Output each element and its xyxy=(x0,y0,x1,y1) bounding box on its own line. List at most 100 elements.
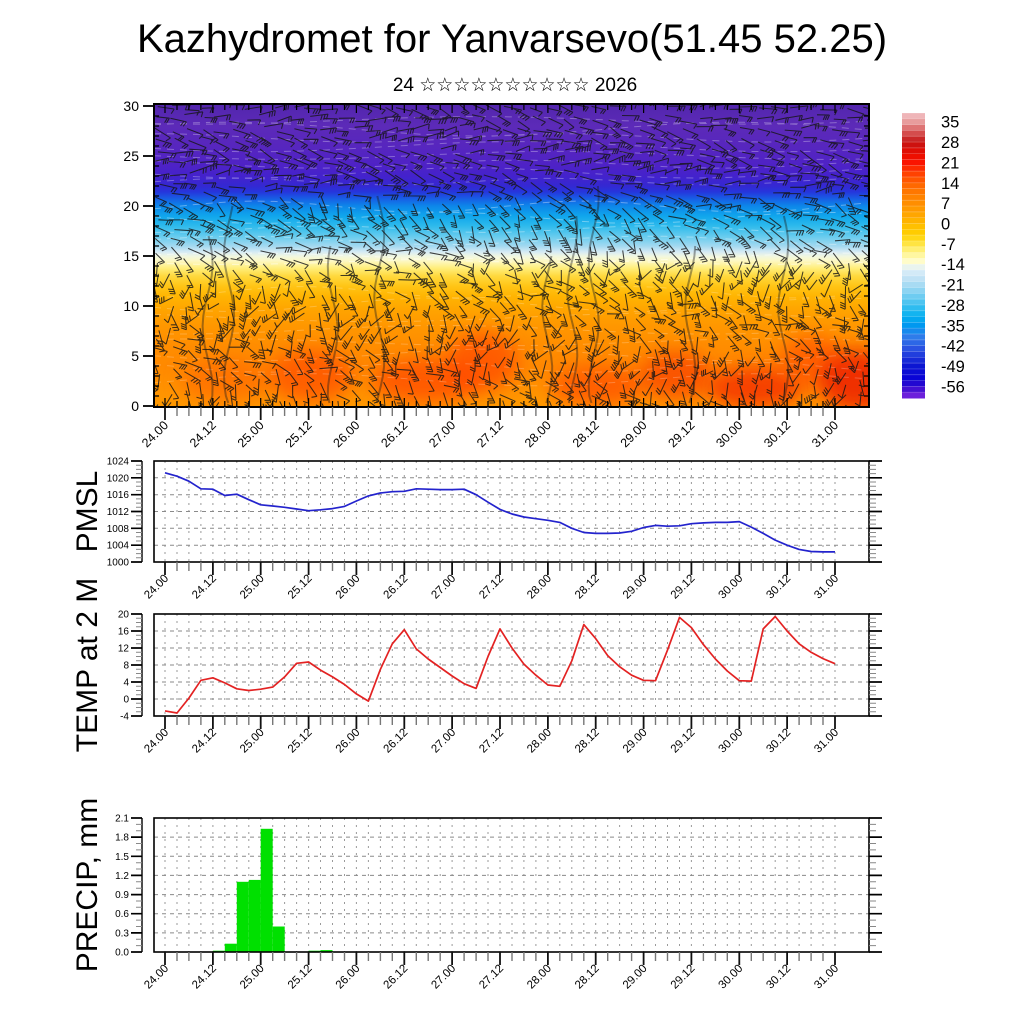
pmsl-y-axis: 1000 1004 1008 1012 1016 1020 1024 xyxy=(107,457,143,569)
x-tick-label: 27.00 xyxy=(429,727,458,756)
y-tick-label: 0.3 xyxy=(115,928,129,939)
x-tick-label: 29.00 xyxy=(621,573,650,602)
y-tick-label: 0 xyxy=(131,398,139,414)
y-tick-label: 1.5 xyxy=(115,852,129,863)
pmsl-line xyxy=(164,471,835,553)
x-tick-label: 26.00 xyxy=(334,573,363,602)
warm-blob xyxy=(706,368,803,407)
x-tick-label: 30.00 xyxy=(717,727,746,756)
x-tick-label: 25.00 xyxy=(238,963,267,992)
y-tick-label: 8 xyxy=(123,661,129,672)
pmsl-axis-title: PMSL xyxy=(71,471,104,553)
x-tick-label: 25.12 xyxy=(286,727,315,756)
colorbar-label: -14 xyxy=(941,256,965,274)
colorbar-label: 28 xyxy=(941,134,959,152)
y-tick-label: 10 xyxy=(123,298,139,314)
pmsl-panel: 1000 1004 1008 1012 1016 1020 1024 24.00 24.12 25… xyxy=(71,457,882,602)
x-tick-label: 25.00 xyxy=(235,418,267,450)
temp-right-axis xyxy=(869,613,882,717)
x-tick-label: 27.00 xyxy=(429,963,458,992)
precip-bar xyxy=(272,926,285,952)
x-tick-label: 25.12 xyxy=(283,418,315,450)
precip-bars xyxy=(212,828,333,952)
temp-axis-title: TEMP at 2 M xyxy=(71,578,104,753)
x-tick-label: 28.12 xyxy=(573,573,602,602)
precip-bar xyxy=(260,828,273,952)
colorbar-label: 0 xyxy=(941,216,950,234)
precip-panel: 0.00.30.60.91.21.51.82.124.00 24.12 25.00 2… xyxy=(71,798,882,992)
x-tick-label: 25.12 xyxy=(286,573,315,602)
precip-bar xyxy=(224,943,237,952)
temp-line xyxy=(164,615,836,714)
colorbar-label: -35 xyxy=(941,317,965,335)
y-tick-label: 1.8 xyxy=(115,833,129,844)
x-tick-label: 30.00 xyxy=(717,963,746,992)
x-tick-label: 24.00 xyxy=(142,727,171,756)
x-tick-label: 28.00 xyxy=(525,963,554,992)
y-tick-label: 1020 xyxy=(107,473,130,484)
temp-panel: -4 0 4 8 12 16 20 24.00 24.12 25.00 25.12 26.00 26.1… xyxy=(71,578,882,756)
x-tick-label: 26.12 xyxy=(378,418,410,450)
colorbar-label: -21 xyxy=(941,277,965,295)
x-tick-label: 31.00 xyxy=(812,963,841,992)
pmsl-x-labels: 24.00 24.12 25.00 25.12 26.00 26.12 27.00 27.12… xyxy=(142,573,841,602)
y-tick-label: 20 xyxy=(123,198,139,214)
x-tick-label: 29.00 xyxy=(621,727,650,756)
x-tick-label: 31.00 xyxy=(809,418,841,450)
y-tick-label: 0.6 xyxy=(115,909,129,920)
x-tick-label: 26.00 xyxy=(334,963,363,992)
colorbar-label: -28 xyxy=(941,297,965,315)
cross-section-x-labels: 24.00 24.12 25.00 25.12 26.00 26.12 27.00 27.12… xyxy=(139,418,841,450)
warm-blob xyxy=(549,366,646,406)
y-tick-label: 1012 xyxy=(107,507,130,518)
precip-axis-title: PRECIP, mm xyxy=(71,798,104,972)
y-tick-label: 1000 xyxy=(107,558,130,569)
x-tick-label: 26.00 xyxy=(331,418,363,450)
y-tick-label: 16 xyxy=(118,627,130,638)
x-tick-label: 28.00 xyxy=(525,573,554,602)
x-tick-label: 30.12 xyxy=(764,573,793,602)
x-tick-label: 30.12 xyxy=(761,418,793,450)
x-tick-label: 29.12 xyxy=(669,727,698,756)
colorbar-label: 14 xyxy=(941,175,959,193)
colorbar: 35 28 21 14 7 0 -7 -14 -21 -28 -35 -42 -49 -56 xyxy=(902,112,965,399)
y-tick-label: 4 xyxy=(123,678,129,689)
x-tick-label: 28.12 xyxy=(573,727,602,756)
x-tick-label: 25.00 xyxy=(238,573,267,602)
colorbar-label: 35 xyxy=(941,114,959,132)
y-tick-label: 2.1 xyxy=(115,814,129,825)
y-tick-label: 20 xyxy=(118,610,130,621)
x-tick-label: 24.12 xyxy=(190,573,219,602)
y-tick-label: 0.0 xyxy=(115,948,129,959)
precip-x-labels: 24.00 24.12 25.00 25.12 26.00 26.12 27.00 27.12… xyxy=(142,963,841,992)
y-tick-label: 15 xyxy=(123,248,139,264)
x-tick-label: 29.12 xyxy=(669,573,698,602)
x-tick-label: 29.00 xyxy=(621,963,650,992)
x-tick-label: 28.00 xyxy=(525,727,554,756)
y-tick-label: 12 xyxy=(118,644,130,655)
x-tick-label: 30.00 xyxy=(717,573,746,602)
x-tick-label: 24.12 xyxy=(190,963,219,992)
y-tick-label: 1024 xyxy=(107,457,130,468)
x-tick-label: 24.00 xyxy=(139,418,171,450)
y-tick-label: 25 xyxy=(123,148,139,164)
x-tick-label: 26.12 xyxy=(382,573,411,602)
y-tick-label: 1004 xyxy=(107,541,130,552)
warm-blob xyxy=(447,331,518,391)
colorbar-label: -7 xyxy=(941,236,956,254)
temp-x-labels: 24.00 24.12 25.00 25.12 26.00 26.12 27.00 27.12… xyxy=(142,727,841,756)
x-tick-label: 31.00 xyxy=(812,573,841,602)
y-tick-label: 1016 xyxy=(107,490,130,501)
x-tick-label: 24.12 xyxy=(190,727,219,756)
x-tick-label: 27.12 xyxy=(477,573,506,602)
x-tick-label: 25.00 xyxy=(238,727,267,756)
x-tick-label: 30.12 xyxy=(764,727,793,756)
pmsl-right-axis xyxy=(869,460,882,563)
x-tick-label: 24.00 xyxy=(142,963,171,992)
y-tick-label: 1008 xyxy=(107,524,130,535)
x-tick-label: 29.12 xyxy=(669,963,698,992)
y-tick-label: 30 xyxy=(123,98,139,114)
chart-panels: 0 5 10 15 20 25 30 24.00 24.12 25.00 25.12 26.00 26.… xyxy=(71,98,965,991)
